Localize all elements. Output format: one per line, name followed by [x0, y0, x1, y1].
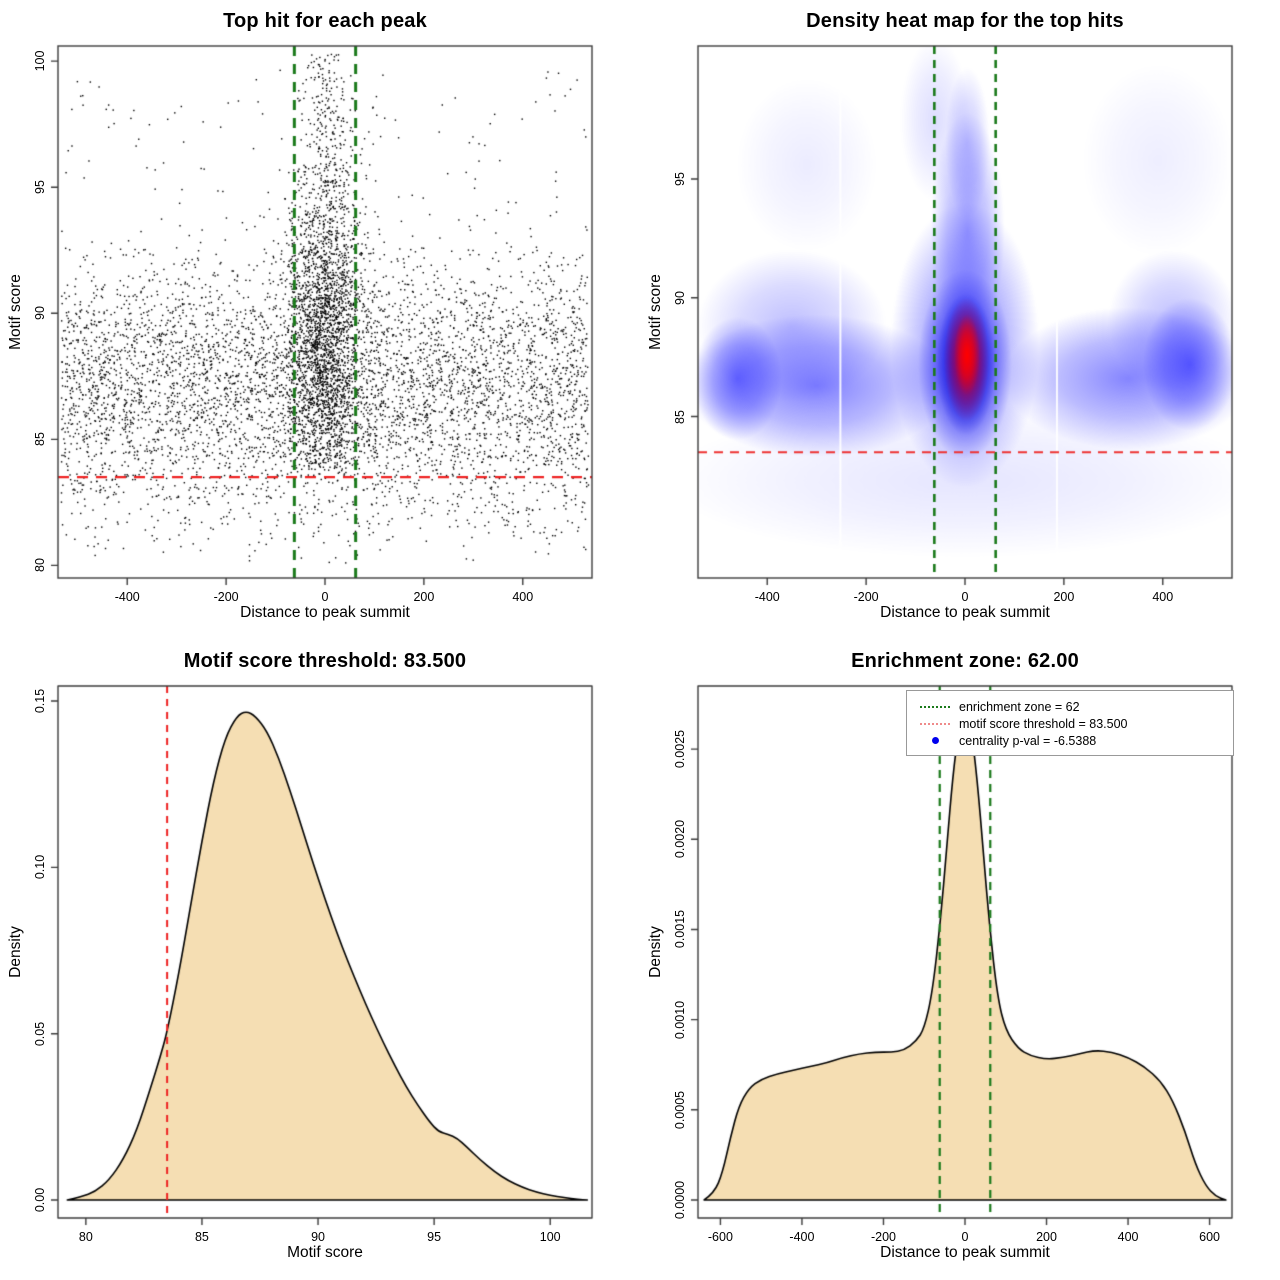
x-tick-label: 400: [1152, 590, 1174, 604]
x-tick-label: 90: [311, 1230, 325, 1244]
legend-item-enrichment-zone: enrichment zone = 62: [917, 698, 1229, 715]
y-tick-label: 0.10: [33, 855, 47, 880]
x-tick-label: 0: [961, 1230, 969, 1244]
x-axis-label: Distance to peak summit: [880, 604, 1050, 621]
y-axis-label: Density: [647, 926, 664, 978]
x-tick-label: 200: [413, 590, 435, 604]
legend-item-centrality-pval: centrality p-val = -6.5388: [917, 732, 1229, 749]
x-tick-label: 0: [961, 590, 969, 604]
x-tick-label: 0: [321, 590, 329, 604]
panel-motif-score-density: Motif score threshold: 83.500 Density Mo…: [0, 640, 640, 1280]
x-tick-label: 400: [512, 590, 534, 604]
x-tick-label: 400: [1117, 1230, 1139, 1244]
y-tick-label: 85: [673, 409, 687, 424]
y-axis-label: Density: [7, 926, 24, 978]
y-tick-label: 0.00: [33, 1187, 47, 1213]
y-tick-label: 0.0000: [673, 1180, 687, 1220]
legend-label: motif score threshold = 83.500: [959, 716, 1128, 731]
y-tick-label: 80: [33, 558, 47, 573]
x-tick-label: -600: [707, 1230, 733, 1244]
score-density-canvas: [0, 640, 640, 1280]
x-tick-label: 80: [78, 1230, 93, 1244]
y-tick-label: 0.0010: [673, 1000, 687, 1039]
x-tick-label: 95: [427, 1230, 442, 1244]
panel-density-heatmap: Density heat map for the top hits Motif …: [640, 0, 1280, 640]
y-tick-label: 85: [33, 432, 47, 447]
y-tick-label: 0.0005: [673, 1090, 687, 1129]
x-tick-label: 200: [1036, 1230, 1057, 1244]
heatmap-canvas: [640, 0, 1280, 640]
panel-title: Density heat map for the top hits: [806, 10, 1124, 32]
x-tick-label: 600: [1199, 1230, 1221, 1244]
legend-item-motif-score-threshold: motif score threshold = 83.500: [917, 715, 1229, 732]
plot-legend: enrichment zone = 62 motif score thresho…: [906, 690, 1234, 756]
x-tick-label: 200: [1053, 590, 1075, 604]
y-tick-label: 0.15: [33, 688, 47, 714]
y-tick-label: 100: [33, 50, 47, 72]
panel-title: Enrichment zone: 62.00: [851, 650, 1079, 672]
x-tick-label: -400: [789, 1230, 815, 1244]
green-dotted-line-icon: [917, 705, 953, 708]
y-tick-label: 95: [673, 172, 687, 186]
legend-label: centrality p-val = -6.5388: [959, 733, 1097, 748]
x-tick-label: -400: [114, 590, 140, 604]
y-tick-label: 0.05: [33, 1021, 47, 1046]
x-tick-label: -400: [754, 590, 780, 604]
y-axis-label: Motif score: [7, 274, 24, 350]
y-tick-label: 95: [33, 180, 47, 195]
x-axis-label: Distance to peak summit: [880, 1244, 1050, 1261]
y-tick-label: 90: [673, 290, 687, 305]
y-tick-label: 90: [33, 306, 47, 321]
panel-top-hit-scatter: Top hit for each peak Motif score Distan…: [0, 0, 640, 640]
panel-distance-density: Enrichment zone: 62.00 Density Distance …: [640, 640, 1280, 1280]
x-axis-label: Motif score: [287, 1244, 363, 1261]
x-tick-label: -200: [853, 590, 879, 604]
y-tick-label: 0.0025: [673, 729, 687, 769]
y-tick-label: 0.0020: [673, 820, 687, 859]
y-axis-label: Motif score: [647, 274, 664, 350]
x-tick-label: 100: [539, 1230, 561, 1244]
panel-title: Motif score threshold: 83.500: [183, 650, 467, 672]
x-axis-label: Distance to peak summit: [240, 604, 410, 621]
x-tick-label: -200: [213, 590, 239, 604]
x-tick-label: -200: [870, 1230, 896, 1244]
scatter-plot-canvas: [0, 0, 640, 640]
red-dotted-line-icon: [917, 722, 953, 725]
y-tick-label: 0.0015: [673, 910, 687, 949]
blue-dot-icon: [917, 737, 953, 744]
legend-label: enrichment zone = 62: [959, 699, 1080, 714]
panel-title: Top hit for each peak: [223, 10, 427, 32]
x-tick-label: 85: [194, 1230, 209, 1244]
